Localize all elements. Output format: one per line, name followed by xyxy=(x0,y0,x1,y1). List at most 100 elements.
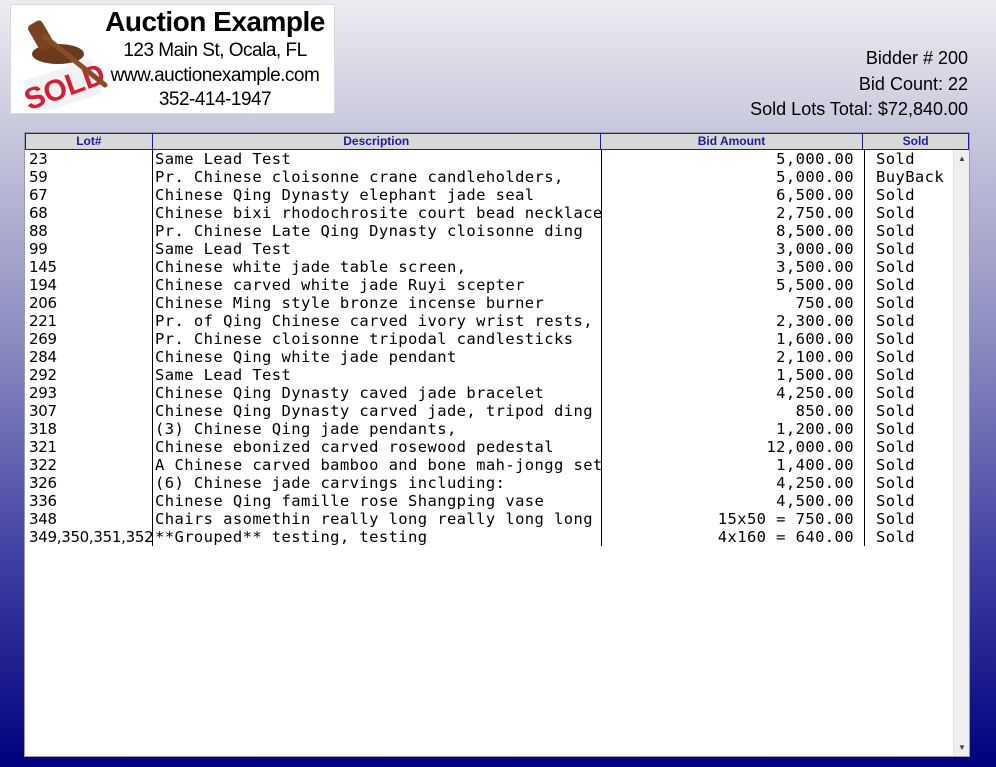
bid-amount: 2,750.00 xyxy=(601,204,864,222)
description: Chinese white jade table screen, xyxy=(152,258,601,276)
column-header-bid-amount[interactable]: Bid Amount xyxy=(601,134,864,149)
sold-status: Sold xyxy=(864,186,953,204)
sold-status: Sold xyxy=(864,474,953,492)
column-header-sold[interactable]: Sold xyxy=(902,134,929,148)
description: A Chinese carved bamboo and bone mah-jon… xyxy=(152,456,601,474)
sold-status: Sold xyxy=(864,258,953,276)
bid-amount: 5,000.00 xyxy=(601,168,864,186)
lot-number: 68 xyxy=(29,204,48,222)
bid-count: Bid Count: 22 xyxy=(858,73,968,94)
company-name: Auction Example xyxy=(105,6,325,37)
lot-number: 321 xyxy=(29,438,57,456)
column-header-lot[interactable]: Lot# xyxy=(26,134,153,149)
bid-amount: 750.00 xyxy=(601,294,864,312)
scroll-up-icon[interactable]: ▲ xyxy=(958,154,966,163)
description: Pr. Chinese cloisonne tripodal candlesti… xyxy=(152,330,601,348)
scroll-down-icon[interactable]: ▼ xyxy=(958,743,966,752)
table-row[interactable]: 221 Pr. of Qing Chinese carved ivory wris… xyxy=(25,312,953,330)
bid-amount: 1,200.00 xyxy=(601,420,864,438)
bid-amount: 4,250.00 xyxy=(601,474,864,492)
bid-amount: 15x50 = 750.00 xyxy=(601,510,864,528)
description: Chinese carved white jade Ruyi scepter xyxy=(152,276,601,294)
sold-status: Sold xyxy=(864,240,953,258)
description: Pr. of Qing Chinese carved ivory wrist r… xyxy=(152,312,601,330)
bid-amount: 12,000.00 xyxy=(601,438,864,456)
table-row[interactable]: 349,350,351,352 **Grouped** testing, test… xyxy=(25,528,953,546)
lot-number: 23 xyxy=(29,150,48,168)
table-row[interactable]: 336 Chinese Qing famille rose Shangping v… xyxy=(25,492,953,510)
lot-number: 322 xyxy=(29,456,57,474)
table-row[interactable]: 284 Chinese Qing white jade pendant 2,100.… xyxy=(25,348,953,366)
lot-number: 269 xyxy=(29,330,57,348)
table-row[interactable]: 269 Pr. Chinese cloisonne tripodal candle… xyxy=(25,330,953,348)
table-row[interactable]: 322 A Chinese carved bamboo and bone mah-… xyxy=(25,456,953,474)
svg-text:SOLD: SOLD xyxy=(20,58,110,109)
sold-lots-total: Sold Lots Total: $72,840.00 xyxy=(750,99,968,119)
table-row[interactable]: 68 Chinese bixi rhodochrosite court bead … xyxy=(25,204,953,222)
table-row[interactable]: 99 Same Lead Test 3,000.00 Sold xyxy=(25,240,953,258)
table-header: Lot# Description Bid Amount Sold xyxy=(25,133,969,150)
lot-number: 348 xyxy=(29,510,57,528)
bid-amount: 1,400.00 xyxy=(601,456,864,474)
table-row[interactable]: 292 Same Lead Test 1,500.00 Sold xyxy=(25,366,953,384)
table-row[interactable]: 326 (6) Chinese jade carvings including: 4… xyxy=(25,474,953,492)
description: Chinese Qing famille rose Shangping vase xyxy=(152,492,601,510)
description: Chinese Qing Dynasty caved jade bracelet xyxy=(152,384,601,402)
description: Chinese bixi rhodochrosite court bead ne… xyxy=(152,204,601,222)
sold-status: Sold xyxy=(864,510,953,528)
sold-status: Sold xyxy=(864,330,953,348)
table-row[interactable]: 88 Pr. Chinese Late Qing Dynasty cloisonn… xyxy=(25,222,953,240)
bid-amount: 8,500.00 xyxy=(601,222,864,240)
lot-number: 284 xyxy=(29,348,57,366)
bid-amount: 4,500.00 xyxy=(601,492,864,510)
description: Same Lead Test xyxy=(152,240,601,258)
description: (3) Chinese Qing jade pendants, xyxy=(152,420,601,438)
bid-amount: 4x160 = 640.00 xyxy=(601,528,864,546)
table-row[interactable]: 321 Chinese ebonized carved rosewood pede… xyxy=(25,438,953,456)
lot-number: 336 xyxy=(29,492,57,510)
table-row[interactable]: 293 Chinese Qing Dynasty caved jade brace… xyxy=(25,384,953,402)
bid-amount: 3,000.00 xyxy=(601,240,864,258)
bidder-number: Bidder # 200 xyxy=(865,48,968,68)
sold-status: Sold xyxy=(864,276,953,294)
table-row[interactable]: 145 Chinese white jade table screen, 3,500… xyxy=(25,258,953,276)
description: Same Lead Test xyxy=(152,366,601,384)
lot-number: 292 xyxy=(29,366,57,384)
lot-number: 145 xyxy=(29,258,57,276)
company-logo: SOLD Auction Example 123 Main St, Ocala,… xyxy=(10,4,335,114)
sold-status: Sold xyxy=(864,312,953,330)
column-header-description[interactable]: Description xyxy=(153,134,601,149)
vertical-scrollbar[interactable]: ▲ ▼ xyxy=(953,150,969,756)
table-row[interactable]: 194 Chinese carved white jade Ruyi scepte… xyxy=(25,276,953,294)
lot-number: 293 xyxy=(29,384,57,402)
description: Pr. Chinese cloisonne crane candleholder… xyxy=(152,168,601,186)
description: Chairs asomethin really long really long… xyxy=(152,510,601,528)
bid-amount: 2,300.00 xyxy=(601,312,864,330)
lot-number: 326 xyxy=(29,474,57,492)
lot-number: 206 xyxy=(29,294,57,312)
table-row[interactable]: 206 Chinese Ming style bronze incense bur… xyxy=(25,294,953,312)
table-row[interactable]: 348 Chairs asomethin really long really l… xyxy=(25,510,953,528)
sold-status: Sold xyxy=(864,402,953,420)
company-phone: 352-414-1947 xyxy=(158,89,272,110)
table-row[interactable]: 59 Pr. Chinese cloisonne crane candlehold… xyxy=(25,168,953,186)
bid-amount: 2,100.00 xyxy=(601,348,864,366)
lot-number: 221 xyxy=(29,312,57,330)
table-body: 23 Same Lead Test 5,000.00 Sold 59 Pr. Chines… xyxy=(25,150,953,546)
table-row[interactable]: 67 Chinese Qing Dynasty elephant jade sea… xyxy=(25,186,953,204)
description: Chinese Qing Dynasty elephant jade seal xyxy=(152,186,601,204)
table-row[interactable]: 307 Chinese Qing Dynasty carved jade, tri… xyxy=(25,402,953,420)
table-row[interactable]: 318 (3) Chinese Qing jade pendants, 1,200.… xyxy=(25,420,953,438)
lot-number: 99 xyxy=(29,240,48,258)
sold-status: Sold xyxy=(864,438,953,456)
bid-amount: 1,500.00 xyxy=(601,366,864,384)
lot-number: 59 xyxy=(29,168,48,186)
sold-status: Sold xyxy=(864,150,953,168)
sold-status: Sold xyxy=(864,294,953,312)
sold-status: Sold xyxy=(864,348,953,366)
sold-status: Sold xyxy=(864,366,953,384)
company-address: 123 Main St, Ocala, FL xyxy=(123,40,307,61)
description: (6) Chinese jade carvings including: xyxy=(152,474,601,492)
lot-number: 88 xyxy=(29,222,48,240)
table-row[interactable]: 23 Same Lead Test 5,000.00 Sold xyxy=(25,150,953,168)
